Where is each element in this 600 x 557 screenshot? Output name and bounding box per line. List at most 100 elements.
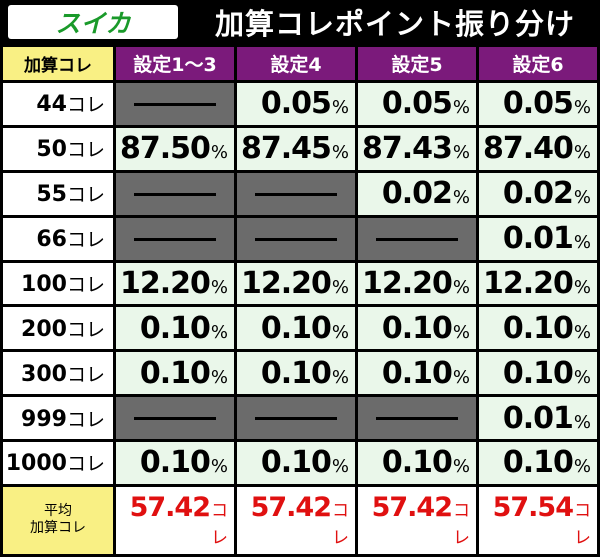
empty-cell (237, 397, 355, 439)
value-cell: 0.02% (479, 172, 597, 215)
dash-line (134, 417, 216, 421)
percentage-value: 87.43 (361, 131, 453, 167)
percentage-value: 87.45 (240, 131, 332, 167)
average-value-cell: 57.42コレ (116, 486, 234, 554)
percent-sign: % (331, 456, 349, 478)
percent-sign: % (452, 142, 470, 164)
row-label: 300コレ (3, 352, 113, 395)
percent-sign: % (573, 456, 591, 478)
row-label-number: 44 (36, 92, 67, 118)
percentage-value: 0.02 (502, 176, 574, 212)
average-value-cell: 57.42コレ (358, 486, 476, 554)
dash-line (376, 417, 458, 421)
percentage-value: 0.01 (502, 221, 574, 257)
row-label: 999コレ (3, 397, 113, 439)
row-label-unit: コレ (66, 318, 105, 341)
average-unit: コレ (332, 501, 349, 549)
value-cell: 12.20% (237, 262, 355, 305)
table-row: 55コレ 0.02% 0.02% (3, 172, 597, 215)
value-cell: 0.01% (479, 397, 597, 439)
table-header-row: 加算コレ 設定1〜3 設定4 設定5 設定6 (3, 47, 597, 80)
value-cell: 0.05% (237, 83, 355, 125)
title-bar: スイカ 加算コレポイント振り分け (0, 0, 600, 44)
dash-line (255, 192, 337, 196)
column-header: 設定6 (479, 47, 597, 80)
percentage-value: 0.05 (502, 86, 574, 122)
average-value-cell: 57.54コレ (479, 486, 597, 554)
average-value: 57.42 (250, 492, 332, 524)
table-row: 44コレ 0.05% 0.05% 0.05% (3, 83, 597, 125)
table-row: 1000コレ 0.10% 0.10% 0.10% 0.10% (3, 442, 597, 484)
row-label-number: 300 (21, 361, 67, 387)
average-row: 平均 加算コレ 57.42コレ 57.42コレ 57.42コレ 57.54コレ (3, 486, 597, 554)
value-cell: 0.10% (237, 307, 355, 350)
value-cell: 12.20% (358, 262, 476, 305)
row-label-number: 55 (36, 182, 67, 208)
percent-sign: % (331, 142, 349, 164)
percent-sign: % (331, 276, 349, 298)
percent-sign: % (452, 97, 470, 119)
row-label: 66コレ (3, 217, 113, 260)
average-value: 57.54 (492, 492, 574, 524)
percentage-value: 12.20 (119, 265, 211, 301)
percent-sign: % (452, 187, 470, 209)
dash-line (376, 237, 458, 241)
percentage-value: 0.05 (260, 86, 332, 122)
empty-cell (116, 83, 234, 125)
row-label-number: 100 (21, 271, 67, 297)
empty-cell (237, 217, 355, 260)
row-label-number: 200 (21, 316, 67, 342)
percentage-value: 87.40 (482, 131, 574, 167)
row-label-number: 50 (36, 137, 67, 163)
percentage-value: 0.02 (381, 176, 453, 212)
percentage-value: 0.10 (381, 355, 453, 391)
row-label-unit: コレ (66, 184, 105, 207)
value-cell: 0.10% (116, 442, 234, 484)
percent-sign: % (210, 366, 228, 388)
dash-line (255, 237, 337, 241)
percent-sign: % (210, 142, 228, 164)
row-label-number: 1000 (5, 451, 67, 477)
column-header: 設定5 (358, 47, 476, 80)
value-cell: 87.50% (116, 127, 234, 170)
value-cell: 0.10% (479, 442, 597, 484)
percentage-value: 0.10 (260, 355, 332, 391)
percent-sign: % (573, 232, 591, 254)
percent-sign: % (452, 456, 470, 478)
value-cell: 0.10% (479, 307, 597, 350)
value-cell: 0.10% (358, 352, 476, 395)
percentage-value: 0.01 (502, 400, 574, 436)
table-row: 50コレ 87.50% 87.45% 87.43% 87.40% (3, 127, 597, 170)
empty-cell (358, 217, 476, 260)
dash-line (134, 102, 216, 106)
percentage-value: 0.05 (381, 86, 453, 122)
value-cell: 87.40% (479, 127, 597, 170)
percent-sign: % (452, 366, 470, 388)
percentage-value: 0.10 (260, 310, 332, 346)
dash-line (134, 192, 216, 196)
value-cell: 0.10% (237, 352, 355, 395)
percentage-value: 0.10 (502, 445, 574, 481)
average-value-cell: 57.42コレ (237, 486, 355, 554)
percent-sign: % (452, 321, 470, 343)
row-label: 44コレ (3, 83, 113, 125)
row-label-number: 66 (36, 227, 67, 253)
table-row: 200コレ 0.10% 0.10% 0.10% 0.10% (3, 307, 597, 350)
average-unit: コレ (574, 501, 591, 549)
empty-cell (116, 217, 234, 260)
value-cell: 0.05% (479, 83, 597, 125)
row-label-unit: コレ (66, 273, 105, 296)
value-cell: 0.10% (116, 307, 234, 350)
percentage-value: 0.10 (502, 355, 574, 391)
percent-sign: % (573, 321, 591, 343)
dash-line (255, 417, 337, 421)
average-unit: コレ (211, 501, 228, 549)
value-cell: 12.20% (479, 262, 597, 305)
percent-sign: % (452, 276, 470, 298)
row-label: 1000コレ (3, 442, 113, 484)
row-label: 55コレ (3, 172, 113, 215)
row-label-unit: コレ (66, 363, 105, 386)
row-label: 200コレ (3, 307, 113, 350)
row-label: 50コレ (3, 127, 113, 170)
